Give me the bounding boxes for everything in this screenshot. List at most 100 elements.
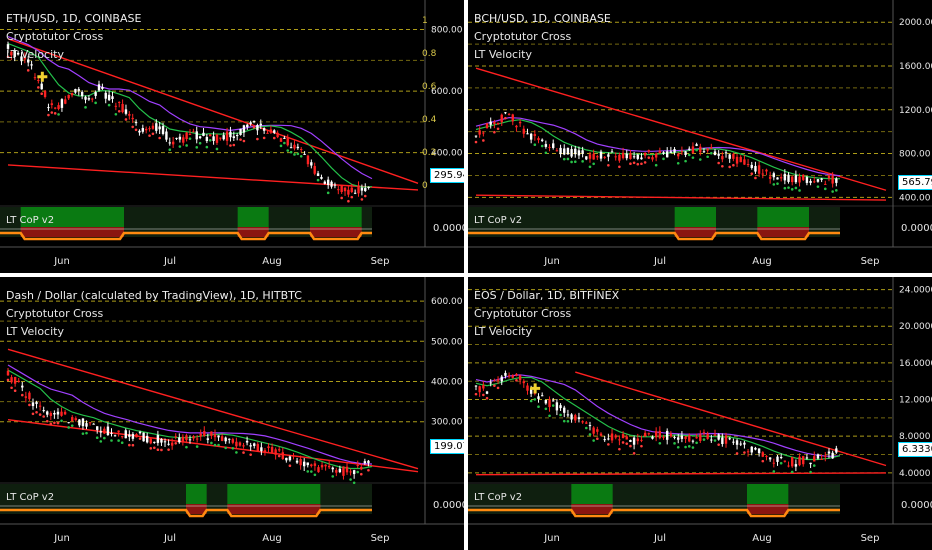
candle-body	[78, 419, 81, 426]
cross-dot	[103, 436, 106, 440]
cross-dot	[783, 186, 787, 190]
cross-dot	[28, 403, 31, 407]
cross-dot	[151, 132, 155, 136]
cross-dot	[6, 378, 10, 382]
candle-body	[114, 105, 118, 107]
chart-panel-dash[interactable]: 600.00 500.00 400.00 300.00 Jun Jul Aug Sep Das…	[0, 277, 464, 550]
cross-dot	[210, 441, 213, 445]
candle-body	[552, 143, 555, 148]
candle-body	[791, 456, 794, 467]
candle-body	[70, 92, 74, 96]
candle-body	[743, 159, 746, 165]
candle-body	[721, 437, 724, 445]
indicator-label-cross: Cryptotutor Cross	[474, 30, 572, 43]
cross-dot	[50, 111, 54, 114]
candle-body	[274, 449, 277, 455]
candle-body	[507, 375, 511, 377]
cross-dot	[640, 444, 643, 448]
cross-dot	[249, 453, 252, 456]
y-tick-label: 800.00	[899, 150, 931, 160]
candle-body	[518, 121, 522, 124]
candle-body	[552, 400, 555, 402]
candle-body	[35, 402, 38, 404]
secondary-tick-label: 0.8	[422, 49, 437, 59]
candle-body	[17, 380, 20, 383]
cross-dot	[156, 448, 160, 452]
candle-body	[588, 425, 592, 427]
cross-dot	[283, 141, 286, 145]
chart-panel-eth[interactable]: 800.00 600.00 400.00 1 0.8 0.6 0.4 0.2 0 Jun Jul Au…	[0, 0, 464, 273]
chart-panel-bch[interactable]: 2000.00 1600.00 1200.00 800.00 400.00 Jun Jul A…	[468, 0, 932, 273]
candle-body	[253, 443, 256, 446]
cross-dot	[120, 441, 124, 444]
candle-body	[327, 465, 331, 468]
candle-body	[640, 439, 643, 441]
candle-body	[232, 136, 236, 139]
cross-dot	[676, 161, 680, 165]
candle-body	[158, 126, 161, 130]
candle-body	[228, 438, 231, 440]
candle-body	[563, 148, 566, 155]
candle-body	[320, 465, 324, 468]
cross-dot	[349, 478, 352, 481]
cross-dot	[148, 134, 151, 137]
candle-body	[168, 142, 171, 144]
candle-body	[761, 452, 764, 457]
cross-dot	[732, 163, 735, 167]
cross-dot	[743, 451, 746, 454]
y-tick-label: 12.0000	[899, 396, 932, 406]
cross-dot	[772, 183, 776, 186]
candle-body	[566, 414, 570, 416]
candle-body	[794, 175, 798, 183]
candle-body	[167, 443, 170, 445]
candle-body	[632, 156, 636, 158]
candle-body	[293, 144, 296, 149]
candle-body	[768, 457, 772, 460]
cross-dot	[178, 145, 182, 148]
chart-svg-eth[interactable]: 800.00 600.00 400.00 1 0.8 0.6 0.4 0.2 0 Jun Jul Au…	[0, 0, 464, 273]
candle-body	[175, 137, 178, 139]
candle-body	[38, 405, 42, 407]
candle-body	[260, 447, 263, 452]
cross-dot	[607, 163, 610, 167]
chart-panel-eos[interactable]: 24.0000 20.0000 16.0000 12.0000 8.0000 4.0000…	[468, 277, 932, 550]
cross-dot	[205, 145, 209, 149]
candle-body	[809, 181, 812, 183]
candle-body	[610, 433, 614, 441]
candle-body	[827, 175, 831, 179]
candle-body	[706, 148, 709, 151]
cross-dot	[168, 148, 172, 151]
chart-svg-eos[interactable]: 24.0000 20.0000 16.0000 12.0000 8.0000 4.0000…	[468, 277, 932, 550]
candle-body	[222, 135, 225, 140]
cross-dot	[42, 415, 45, 418]
candle-body	[246, 124, 249, 128]
candle-body	[776, 177, 779, 180]
candle-body	[153, 441, 156, 443]
y-tick-label: 400.00	[431, 377, 463, 387]
cross-dot	[695, 148, 698, 152]
cross-dot	[592, 162, 595, 166]
candle-body	[563, 407, 566, 413]
y-tick-label: 500.00	[431, 337, 463, 347]
candle-body	[489, 382, 492, 384]
cross-dot	[772, 470, 776, 473]
candle-body	[185, 132, 188, 140]
candle-body	[500, 114, 503, 123]
candle-body	[195, 131, 198, 140]
candle-body	[813, 181, 816, 183]
candle-body	[24, 396, 28, 398]
candle-body	[717, 434, 720, 440]
candle-body	[544, 144, 548, 147]
subpane-red-block	[227, 504, 321, 514]
cross-dot	[566, 157, 570, 161]
candle-body	[526, 133, 529, 135]
chart-svg-dash[interactable]: 600.00 500.00 400.00 300.00 Jun Jul Aug Sep	[0, 277, 464, 550]
candle-body	[614, 156, 617, 158]
candle-body	[313, 463, 317, 466]
cross-dot	[515, 379, 518, 382]
chart-svg-bch[interactable]: 2000.00 1600.00 1200.00 800.00 400.00 Jun Jul A…	[468, 0, 932, 273]
candle-body	[6, 44, 10, 49]
candle-body	[267, 446, 270, 449]
cross-dot	[823, 187, 827, 191]
candle-body	[504, 112, 507, 114]
